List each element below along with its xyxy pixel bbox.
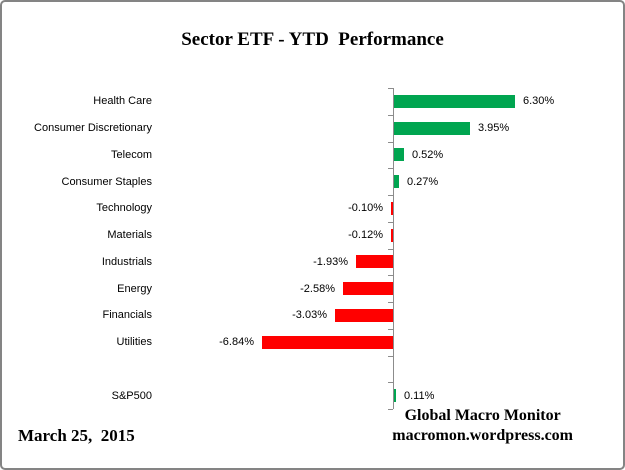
bar-negative — [335, 309, 393, 322]
category-label: Technology — [96, 202, 152, 214]
axis-tick — [388, 168, 393, 169]
category-label: Financials — [102, 309, 152, 321]
axis-tick — [388, 409, 393, 410]
bar-negative — [356, 255, 393, 268]
category-label: Materials — [107, 229, 152, 241]
value-label: -6.84% — [219, 336, 254, 348]
bar-negative — [391, 229, 393, 242]
axis-tick — [388, 329, 393, 330]
bar-positive — [394, 95, 515, 108]
value-label: -0.12% — [348, 229, 383, 241]
category-label: Health Care — [93, 95, 152, 107]
axis-tick — [388, 356, 393, 357]
value-label: 0.27% — [407, 176, 439, 188]
chart-title: Sector ETF - YTD Performance — [181, 29, 444, 50]
category-label: Industrials — [101, 256, 152, 268]
category-label: Consumer Staples — [61, 176, 153, 188]
attribution-line1: Global Macro Monitor — [404, 407, 561, 424]
axis-tick — [388, 142, 393, 143]
axis-tick — [388, 222, 393, 223]
value-label: 0.11% — [404, 390, 435, 402]
category-label: S&P500 — [111, 390, 152, 402]
value-label: 0.52% — [412, 149, 444, 161]
bar-negative — [262, 336, 393, 349]
bar-positive — [394, 175, 399, 188]
value-label: 3.95% — [478, 122, 510, 134]
bar-positive — [394, 122, 470, 135]
bar-negative — [391, 202, 393, 215]
category-label: Utilities — [116, 336, 152, 348]
axis-tick — [388, 195, 393, 196]
category-axis-line — [393, 88, 394, 409]
category-label: Energy — [117, 283, 152, 295]
category-label: Telecom — [111, 149, 152, 161]
axis-tick — [388, 249, 393, 250]
value-label: 6.30% — [523, 95, 555, 107]
axis-tick — [388, 382, 393, 383]
category-label: Consumer Discretionary — [34, 122, 152, 134]
attribution-line2: macromon.wordpress.com — [392, 427, 573, 444]
bar-positive — [394, 389, 396, 402]
axis-tick — [388, 302, 393, 303]
date-label: March 25, 2015 — [18, 426, 135, 445]
attribution: Global Macro Monitor macromon.wordpress.… — [392, 406, 573, 446]
axis-tick — [388, 88, 393, 89]
value-label: -0.10% — [348, 202, 383, 214]
value-label: -1.93% — [313, 256, 348, 268]
value-label: -3.03% — [292, 309, 327, 321]
value-label: -2.58% — [300, 283, 335, 295]
axis-tick — [388, 115, 393, 116]
bar-positive — [394, 148, 404, 161]
bar-negative — [343, 282, 393, 295]
axis-tick — [388, 275, 393, 276]
